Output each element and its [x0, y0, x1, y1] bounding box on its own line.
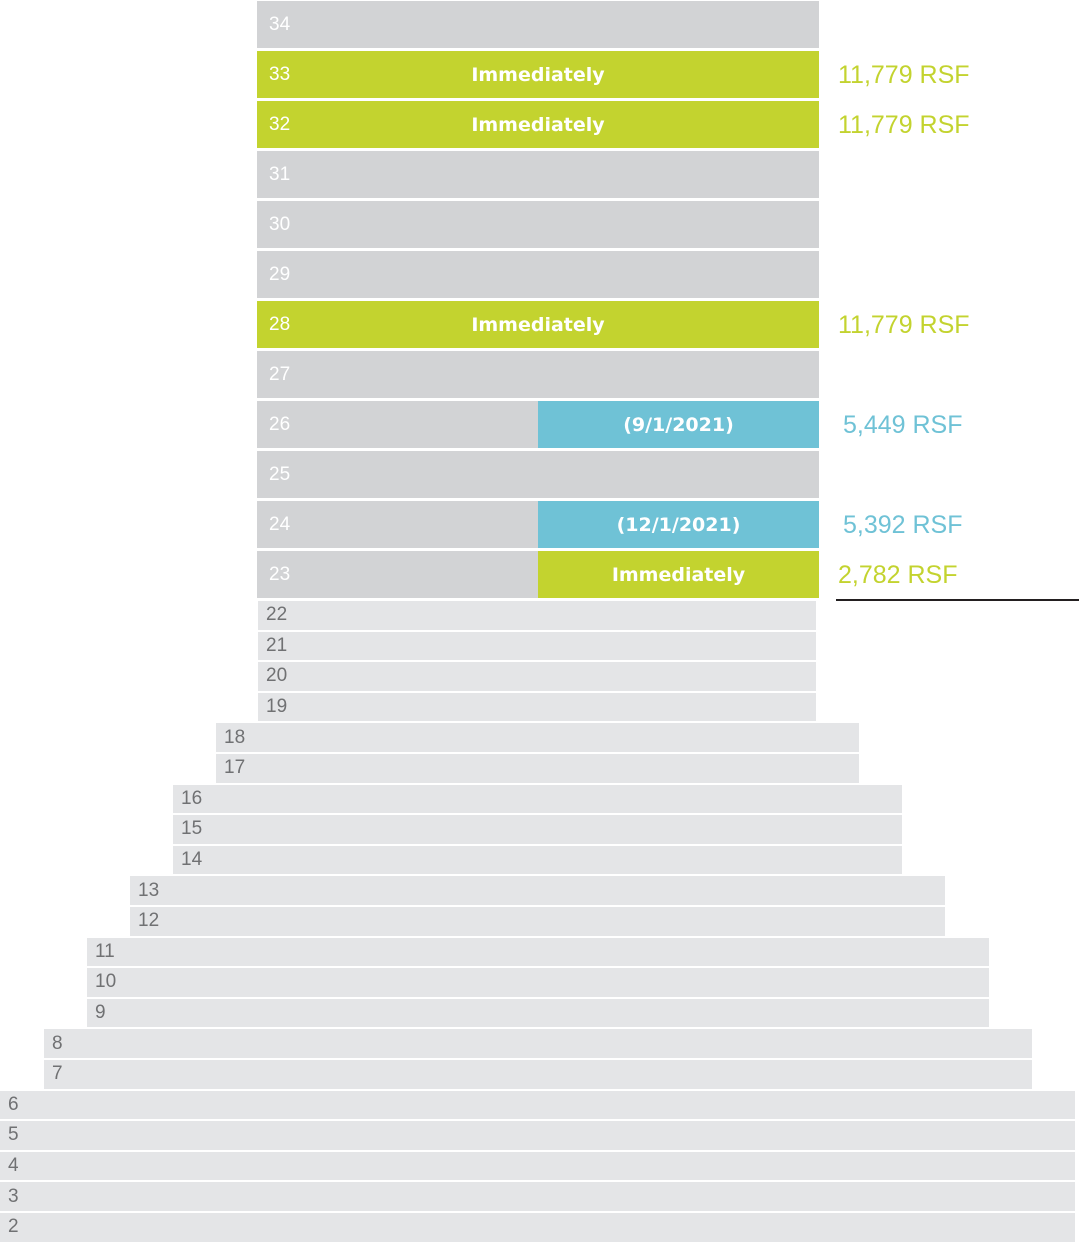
floor-8: 8 [44, 1029, 1032, 1058]
floor-number: 24 [269, 513, 291, 535]
floor-33: 33 Immediately [257, 51, 819, 98]
floor-12: 12 [130, 907, 945, 936]
floor-25: 25 [257, 451, 819, 498]
floor-number: 9 [95, 1002, 106, 1024]
floor-number: 23 [269, 563, 291, 585]
floor-32: 32 Immediately [257, 101, 819, 148]
floor-number: 2 [8, 1216, 19, 1238]
availability-status: Immediately [471, 113, 605, 136]
rsf-label: 2,782 RSF [838, 561, 958, 589]
floor-number: 21 [266, 634, 288, 656]
floor-23: 23 Immediately [257, 551, 819, 598]
floor-number: 15 [181, 818, 203, 840]
floor-31: 31 [257, 151, 819, 198]
available-segment: (9/1/2021) [538, 401, 819, 448]
rsf-label: 5,392 RSF [843, 511, 963, 539]
floor-number: 10 [95, 971, 117, 993]
availability-status: (9/1/2021) [623, 413, 734, 436]
floor-number: 18 [224, 726, 246, 748]
floor-number: 32 [269, 113, 291, 135]
floor-3: 3 [0, 1182, 1075, 1211]
floor-16: 16 [173, 784, 902, 814]
floor-number: 33 [269, 63, 291, 85]
availability-status: Immediately [471, 63, 605, 86]
floor-number: 16 [181, 787, 203, 809]
floor-28: 28 Immediately [257, 301, 819, 348]
floor-number: 20 [266, 665, 288, 687]
floor-26: 26 (9/1/2021) [257, 401, 819, 448]
floor-5: 5 [0, 1121, 1075, 1150]
floor-number: 22 [266, 604, 288, 626]
floor-14: 14 [173, 845, 902, 875]
floor-9: 9 [87, 998, 989, 1028]
floor-4: 4 [0, 1151, 1075, 1181]
floor-number: 29 [269, 263, 291, 285]
rsf-label: 5,449 RSF [843, 411, 963, 439]
floor-22: 22 [258, 601, 816, 630]
floor-11: 11 [87, 937, 989, 967]
floor-10: 10 [87, 968, 989, 997]
floor-number: 6 [8, 1093, 19, 1115]
floor-number: 14 [181, 849, 203, 871]
available-segment: (12/1/2021) [538, 501, 819, 548]
floor-number: 4 [8, 1155, 19, 1177]
floor-number: 8 [52, 1032, 63, 1054]
floor-20: 20 [258, 662, 816, 691]
floor-number: 19 [266, 696, 288, 718]
availability-status: (12/1/2021) [616, 513, 741, 536]
availability-status: Immediately [471, 313, 605, 336]
floor-number: 17 [224, 757, 246, 779]
floor-6: 6 [0, 1090, 1075, 1120]
floor-18: 18 [216, 723, 859, 752]
floor-34: 34 [257, 1, 819, 48]
floor-number: 27 [269, 363, 291, 385]
availability-status: Immediately [611, 563, 746, 586]
floor-number: 30 [269, 213, 291, 235]
floor-number: 7 [52, 1063, 63, 1085]
rsf-label: 11,779 RSF [838, 61, 970, 89]
divider-line [836, 599, 1079, 601]
floor-24: 24 (12/1/2021) [257, 501, 819, 548]
floor-number: 5 [8, 1124, 19, 1146]
floor-number: 12 [138, 910, 160, 932]
floor-number: 34 [269, 13, 291, 35]
floor-15: 15 [173, 815, 902, 844]
floor-number: 11 [95, 940, 115, 962]
floor-21: 21 [258, 631, 816, 661]
floor-number: 31 [269, 163, 291, 185]
rsf-label: 11,779 RSF [838, 111, 970, 139]
floor-17: 17 [216, 754, 859, 783]
available-segment: Immediately [538, 551, 819, 598]
floor-number: 26 [269, 413, 291, 435]
floor-7: 7 [44, 1060, 1032, 1089]
rsf-label: 11,779 RSF [838, 311, 970, 339]
floor-number: 3 [8, 1185, 19, 1207]
floor-19: 19 [258, 692, 816, 722]
floor-13: 13 [130, 876, 945, 905]
floor-27: 27 [257, 351, 819, 398]
floor-number: 25 [269, 463, 291, 485]
floor-29: 29 [257, 251, 819, 298]
floor-number: 28 [269, 313, 291, 335]
floor-30: 30 [257, 201, 819, 248]
floor-2: 2 [0, 1213, 1075, 1242]
floor-number: 13 [138, 879, 160, 901]
